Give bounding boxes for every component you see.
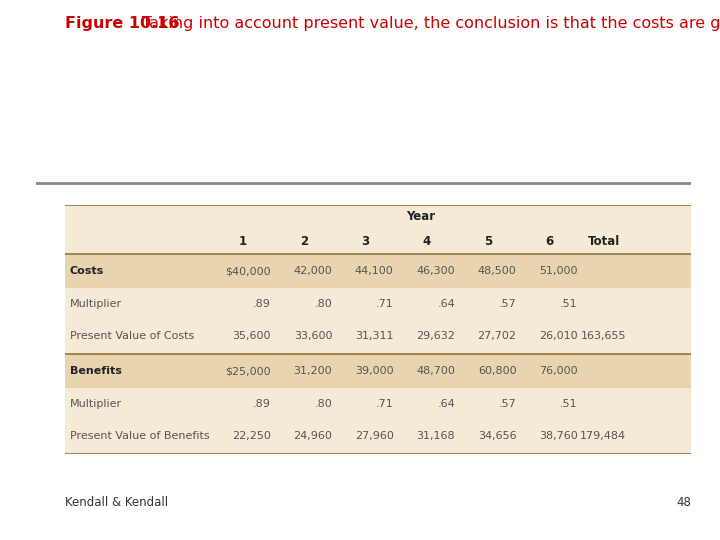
Text: .80: .80 <box>315 399 332 409</box>
Text: 38,760: 38,760 <box>539 431 578 441</box>
Text: 48,700: 48,700 <box>416 366 455 376</box>
Text: 163,655: 163,655 <box>580 332 626 341</box>
Text: .51: .51 <box>560 399 578 409</box>
Text: Total: Total <box>588 234 621 247</box>
Text: Figure 10.16: Figure 10.16 <box>65 16 179 31</box>
Text: 48,500: 48,500 <box>477 266 516 276</box>
Text: 31,200: 31,200 <box>294 366 332 376</box>
Text: 39,000: 39,000 <box>355 366 394 376</box>
Text: 2: 2 <box>300 234 308 247</box>
Text: 33,600: 33,600 <box>294 332 332 341</box>
Text: .57: .57 <box>499 299 516 309</box>
Text: 27,702: 27,702 <box>477 332 516 341</box>
Text: Multiplier: Multiplier <box>70 299 122 309</box>
Text: .71: .71 <box>376 299 394 309</box>
FancyBboxPatch shape <box>65 354 691 388</box>
Text: 3: 3 <box>361 234 369 247</box>
Text: 35,600: 35,600 <box>233 332 271 341</box>
Text: Present Value of Costs: Present Value of Costs <box>70 332 194 341</box>
Text: 76,000: 76,000 <box>539 366 578 376</box>
Text: 179,484: 179,484 <box>580 431 626 441</box>
Text: .64: .64 <box>437 399 455 409</box>
Text: 42,000: 42,000 <box>294 266 332 276</box>
Text: 48: 48 <box>676 496 691 509</box>
Text: .80: .80 <box>315 299 332 309</box>
Text: 29,632: 29,632 <box>416 332 455 341</box>
FancyBboxPatch shape <box>65 205 691 454</box>
Text: .89: .89 <box>253 299 271 309</box>
Text: .64: .64 <box>437 299 455 309</box>
Text: .71: .71 <box>376 399 394 409</box>
Text: 51,000: 51,000 <box>539 266 578 276</box>
Text: Taking into account present value, the conclusion is that the costs are greater : Taking into account present value, the c… <box>65 16 720 31</box>
Text: 60,800: 60,800 <box>478 366 516 376</box>
Text: .57: .57 <box>499 399 516 409</box>
Text: 34,656: 34,656 <box>478 431 516 441</box>
Text: 44,100: 44,100 <box>355 266 394 276</box>
Text: 24,960: 24,960 <box>293 431 332 441</box>
Text: 22,250: 22,250 <box>232 431 271 441</box>
FancyBboxPatch shape <box>65 254 691 288</box>
Text: Kendall & Kendall: Kendall & Kendall <box>65 496 168 509</box>
Text: Costs: Costs <box>70 266 104 276</box>
Text: 46,300: 46,300 <box>416 266 455 276</box>
Text: 4: 4 <box>423 234 431 247</box>
Text: Year: Year <box>405 210 435 223</box>
Text: .89: .89 <box>253 399 271 409</box>
Text: Present Value of Benefits: Present Value of Benefits <box>70 431 210 441</box>
Text: 1: 1 <box>238 234 247 247</box>
Text: 26,010: 26,010 <box>539 332 578 341</box>
Text: 6: 6 <box>546 234 554 247</box>
Text: $25,000: $25,000 <box>225 366 271 376</box>
Text: Benefits: Benefits <box>70 366 122 376</box>
Text: 31,311: 31,311 <box>355 332 394 341</box>
Text: .51: .51 <box>560 299 578 309</box>
Text: 27,960: 27,960 <box>355 431 394 441</box>
Text: 31,168: 31,168 <box>416 431 455 441</box>
Text: $40,000: $40,000 <box>225 266 271 276</box>
Text: Multiplier: Multiplier <box>70 399 122 409</box>
Text: 5: 5 <box>484 234 492 247</box>
